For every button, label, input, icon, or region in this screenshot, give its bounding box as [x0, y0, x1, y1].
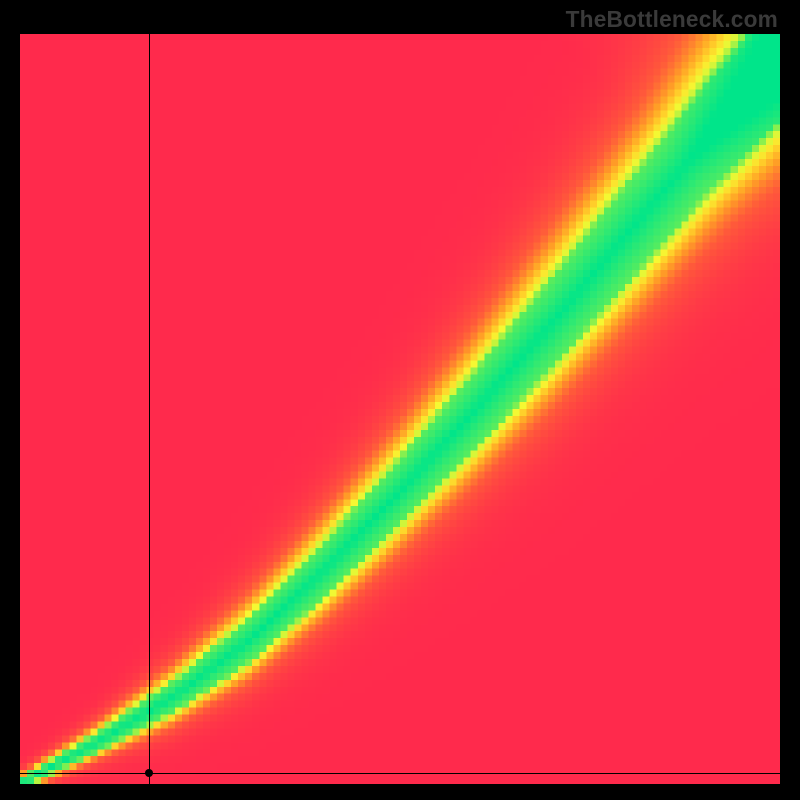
watermark-text: TheBottleneck.com [566, 6, 778, 33]
crosshair-vertical-line [149, 34, 150, 784]
crosshair-marker-dot [145, 769, 153, 777]
heatmap-plot [20, 34, 780, 784]
bottleneck-heatmap [20, 34, 780, 784]
crosshair-horizontal-line [20, 773, 780, 774]
